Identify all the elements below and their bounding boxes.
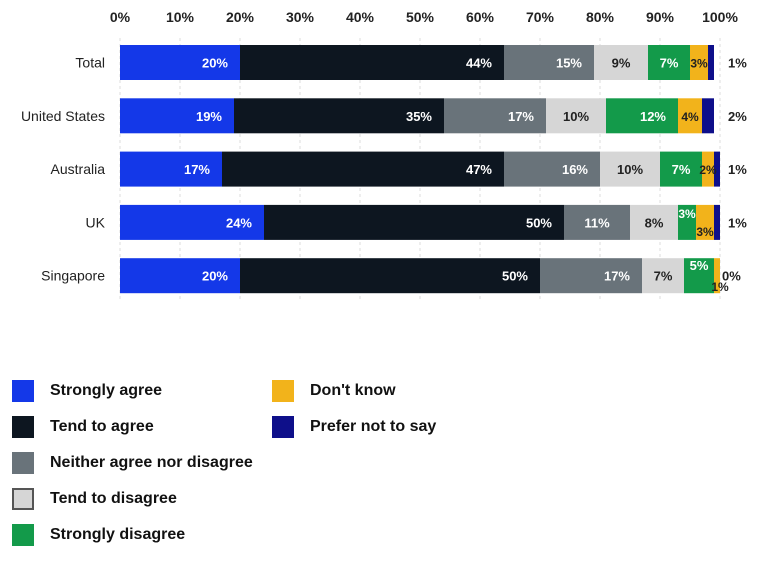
bar-segment	[660, 151, 702, 187]
bar-segment	[120, 258, 240, 294]
bar-data-label: 17%	[184, 162, 210, 177]
bar-segment	[678, 204, 696, 240]
bar-segment	[684, 258, 714, 294]
bar-segment	[600, 151, 660, 187]
bar-data-label: 12%	[640, 109, 666, 124]
bar-segment	[696, 204, 714, 240]
bar-data-label: 20%	[202, 269, 228, 284]
bar-segment	[264, 204, 564, 240]
bar-data-label: 7%	[654, 269, 673, 284]
bar-segment	[504, 151, 600, 187]
bar-segment	[702, 98, 714, 134]
x-tick-label: 0%	[110, 9, 131, 25]
bar-segment	[702, 151, 714, 187]
x-axis-tick-labels: 0% 10% 20% 30% 40% 50% 60% 70% 80% 90% 100%	[110, 9, 739, 25]
bar-data-label: 47%	[466, 162, 492, 177]
bar-segment	[240, 258, 540, 294]
bar-segment	[120, 151, 222, 187]
bar-data-label: 44%	[466, 56, 492, 71]
x-tick-label: 90%	[646, 9, 675, 25]
x-tick-label: 50%	[406, 9, 435, 25]
bar-data-label: 35%	[406, 109, 432, 124]
y-category-label: Total	[75, 55, 105, 71]
y-category-label: Australia	[51, 161, 106, 177]
bar-data-label: 1%	[711, 280, 729, 294]
bar-segment	[648, 45, 690, 80]
bar-segment	[714, 204, 720, 240]
bar-data-label: 50%	[502, 269, 528, 284]
bar-segment	[690, 45, 708, 80]
bar-segments	[120, 45, 720, 294]
bar-data-label: 19%	[196, 109, 222, 124]
bar-data-label: 17%	[508, 109, 534, 124]
bar-data-label: 10%	[617, 162, 643, 177]
bar-data-label: 11%	[584, 215, 610, 230]
bar-segment	[444, 98, 546, 134]
bar-data-label: 3%	[696, 225, 714, 239]
bar-data-label: 50%	[526, 215, 552, 230]
x-tick-label: 10%	[166, 9, 195, 25]
bar-data-label: 17%	[604, 269, 630, 284]
bar-segment	[678, 98, 702, 134]
bar-data-label: 2%	[728, 109, 747, 124]
y-category-label: Singapore	[41, 268, 105, 284]
bar-segment	[120, 204, 264, 240]
bar-data-label: 7%	[660, 56, 679, 71]
y-category-label: UK	[86, 214, 106, 230]
bar-data-labels: 20% 44% 15% 9% 7% 3% 1% 19% 35% 17% 10% 12% 4% 2% 17% 4…	[184, 56, 747, 295]
bar-data-label: 8%	[645, 215, 664, 230]
bar-data-label: 10%	[563, 109, 589, 124]
bar-data-label: 7%	[672, 162, 691, 177]
bar-data-label: 1%	[728, 56, 747, 71]
bar-data-label: 0%	[722, 269, 741, 284]
bar-segment	[240, 45, 504, 80]
y-category-label: United States	[21, 108, 105, 124]
bar-data-label: 4%	[681, 110, 699, 124]
bar-segment	[120, 45, 240, 80]
bar-data-label: 5%	[690, 258, 709, 273]
gridlines	[119, 38, 721, 300]
bar-segment	[564, 204, 630, 240]
bar-segment	[606, 98, 678, 134]
x-tick-label: 70%	[526, 9, 555, 25]
bar-segment	[642, 258, 684, 294]
x-tick-label: 30%	[286, 9, 315, 25]
bar-segment	[630, 204, 678, 240]
y-axis-category-labels: Total United States Australia UK Singapore	[21, 55, 106, 284]
bar-data-label: 1%	[728, 162, 747, 177]
bar-data-label: 1%	[728, 215, 747, 230]
x-tick-label: 80%	[586, 9, 615, 25]
bar-segment	[504, 45, 594, 80]
bar-segment	[540, 258, 642, 294]
x-tick-label: 100%	[702, 9, 738, 25]
bar-data-label: 3%	[678, 207, 696, 221]
bar-segment	[222, 151, 504, 187]
bar-data-label: 3%	[690, 57, 708, 71]
bar-segment	[120, 98, 234, 134]
bar-data-label: 20%	[202, 56, 228, 71]
x-tick-label: 60%	[466, 9, 495, 25]
bar-segment	[594, 45, 648, 80]
bar-data-label: 24%	[226, 215, 252, 230]
bar-data-label: 9%	[612, 56, 631, 71]
bar-segment	[714, 258, 720, 294]
bar-segment	[234, 98, 444, 134]
bar-data-label: 2%	[699, 163, 717, 177]
x-tick-label: 20%	[226, 9, 255, 25]
x-tick-label: 40%	[346, 9, 375, 25]
bar-segment	[714, 151, 720, 187]
bar-data-label: 16%	[562, 162, 588, 177]
bar-segment	[708, 45, 714, 80]
bar-data-label: 15%	[556, 56, 582, 71]
bar-segment	[546, 98, 606, 134]
